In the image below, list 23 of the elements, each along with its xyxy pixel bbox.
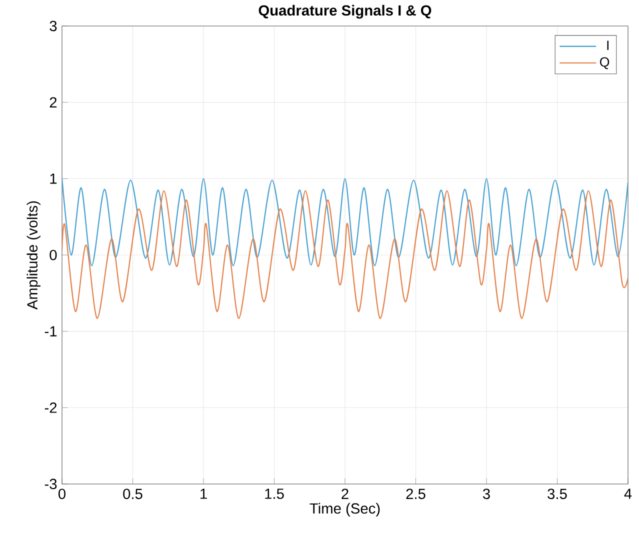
chart-title: Quadrature Signals I & Q — [258, 4, 432, 19]
y-tick-label: 2 — [50, 97, 57, 108]
y-tick-label: 1 — [50, 174, 57, 184]
x-tick-label: 0 — [58, 488, 66, 500]
y-tick-label: -3 — [44, 478, 57, 490]
x-tick-label: 1.5 — [265, 488, 284, 499]
x-tick-label: 4 — [624, 488, 632, 499]
x-tick-label: 0.5 — [123, 488, 142, 500]
line-series — [62, 178, 628, 266]
x-axis-title: Time (Sec) — [310, 502, 380, 517]
legend-label: Q — [600, 57, 610, 70]
y-tick-label: 0 — [50, 250, 57, 260]
x-tick-label: 1 — [200, 488, 207, 499]
legend-label: I — [607, 40, 609, 50]
line-series — [62, 190, 628, 319]
y-tick-label: 3 — [50, 20, 57, 32]
y-tick-label: -1 — [44, 326, 57, 336]
x-tick-label: 2 — [342, 488, 348, 499]
x-tick-label: 3 — [482, 488, 490, 500]
y-tick-label: -2 — [44, 402, 57, 413]
x-tick-label: 2.5 — [406, 488, 426, 500]
x-tick-label: 3.5 — [548, 488, 567, 500]
y-axis-title: Amplitude (volts) — [26, 201, 40, 310]
